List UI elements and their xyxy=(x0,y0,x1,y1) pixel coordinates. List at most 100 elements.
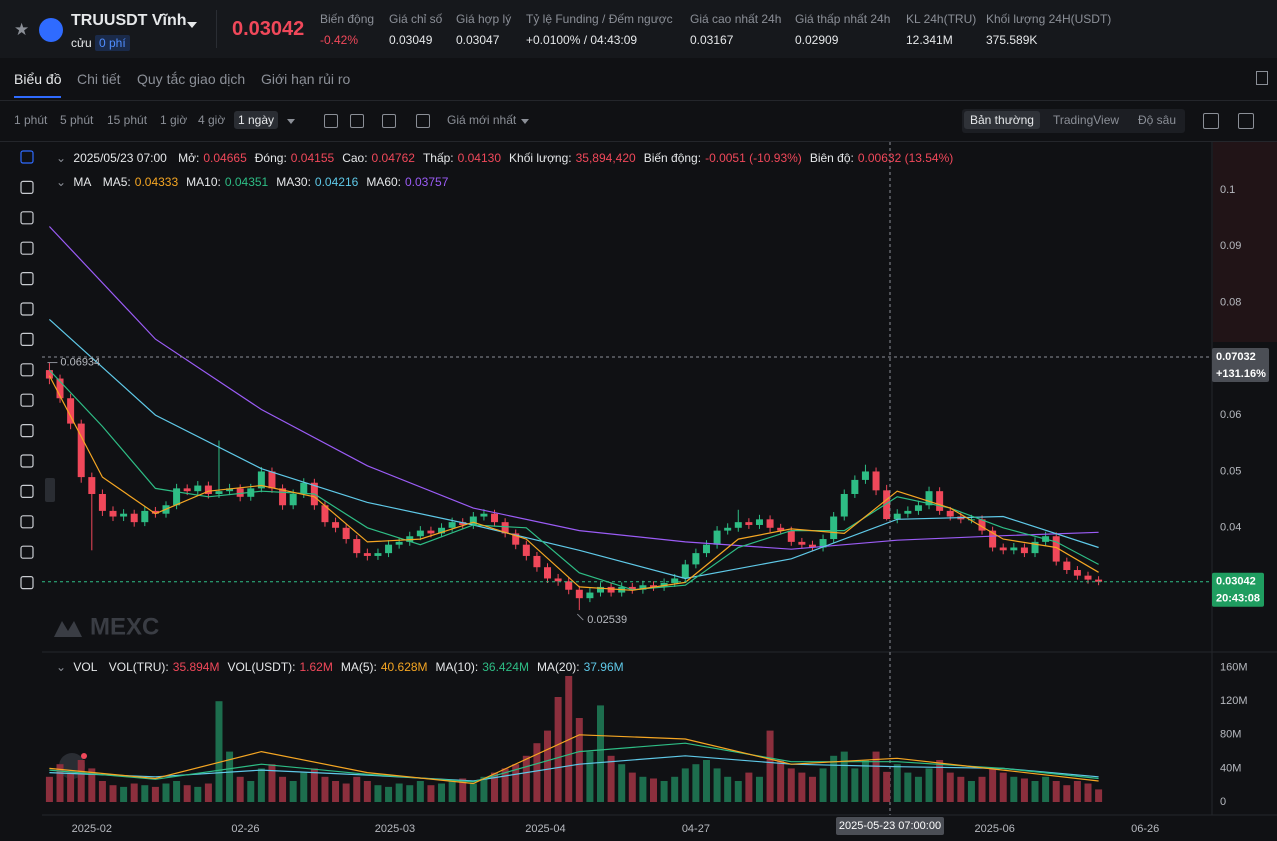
collapse-caret[interactable]: ⌄ xyxy=(56,175,67,189)
drawing-tool[interactable] xyxy=(20,515,34,529)
collapse-caret[interactable]: ⌄ xyxy=(56,660,67,674)
y-tick-label: 0.05 xyxy=(1220,465,1241,477)
info-value: 0.04130 xyxy=(457,151,502,165)
candle-body xyxy=(893,513,901,520)
drawing-tool[interactable] xyxy=(20,424,34,438)
interval-button[interactable]: 15 phút xyxy=(107,113,148,127)
price-type-caret[interactable] xyxy=(521,119,529,124)
drawing-tool[interactable] xyxy=(20,180,34,194)
volume-bar xyxy=(893,764,901,802)
tool-icon[interactable] xyxy=(350,114,364,128)
drawing-tool[interactable] xyxy=(20,545,34,559)
candle-body xyxy=(861,471,869,480)
panel-collapse[interactable] xyxy=(45,478,55,502)
drawing-tool[interactable] xyxy=(20,393,34,407)
tool-icon[interactable] xyxy=(416,114,430,128)
candle-body xyxy=(565,581,573,590)
volume-bar xyxy=(1010,776,1018,802)
interval-button[interactable]: 1 ngày xyxy=(234,111,279,129)
candle-body xyxy=(989,530,997,548)
tool-icon[interactable] xyxy=(1203,113,1219,129)
x-tick-label: 2025-06 xyxy=(975,823,1015,835)
volume-bar xyxy=(416,781,424,802)
view-button[interactable]: Độ sâu xyxy=(1138,113,1177,127)
stat-value: 0.02909 xyxy=(795,33,839,47)
volume-bar xyxy=(395,783,403,802)
tab[interactable]: Quy tắc giao dịch xyxy=(137,71,246,87)
interval-button[interactable]: 4 giờ xyxy=(198,113,226,127)
max-label: 0.06934 xyxy=(60,356,100,368)
candle-body xyxy=(77,423,85,478)
candle-body xyxy=(491,513,499,523)
legend-value: 35.894M xyxy=(172,660,220,674)
volume-bar xyxy=(1063,785,1071,802)
volume-bar xyxy=(98,781,106,802)
drawing-tool[interactable] xyxy=(20,484,34,498)
volume-bar xyxy=(745,772,753,802)
drawing-tool[interactable] xyxy=(20,575,34,590)
tab[interactable]: Chi tiết xyxy=(77,71,121,87)
expand-icon[interactable] xyxy=(1256,71,1268,85)
volume-bar xyxy=(914,776,922,802)
candle-body xyxy=(692,553,700,565)
symbol[interactable]: TRUUSDT Vĩnh xyxy=(71,12,187,29)
view-button[interactable]: TradingView xyxy=(1053,113,1120,127)
volume-bar xyxy=(671,776,679,802)
drawing-tool[interactable] xyxy=(20,454,34,468)
volume-bar xyxy=(77,760,85,802)
candle-body xyxy=(56,378,64,399)
drawing-tool[interactable] xyxy=(20,241,34,255)
volume-bar xyxy=(268,764,276,802)
volume-bar xyxy=(692,764,700,802)
volume-bar xyxy=(957,776,965,802)
symbol-dropdown[interactable] xyxy=(187,22,197,28)
price-type[interactable]: Giá mới nhất xyxy=(447,113,517,127)
volume-bar xyxy=(459,778,467,802)
candle-body xyxy=(999,547,1007,551)
legend-label: MA30: xyxy=(276,175,311,189)
legend-value: 0.04216 xyxy=(314,175,359,189)
tab[interactable]: Biểu đồ xyxy=(14,71,62,98)
y-tick-label: 0 xyxy=(1220,796,1226,808)
volume-bar xyxy=(1084,783,1092,802)
candle-body xyxy=(1095,579,1103,582)
volume-bar xyxy=(130,783,138,802)
drawing-tool[interactable] xyxy=(20,302,34,316)
favorite-star[interactable]: ★ xyxy=(14,20,30,39)
candle-body xyxy=(586,592,594,599)
drawing-tool[interactable] xyxy=(20,363,34,377)
candle-body xyxy=(872,471,880,491)
tool-icon[interactable] xyxy=(1238,113,1254,129)
interval-button[interactable]: 1 giờ xyxy=(160,113,188,127)
candle-body xyxy=(215,491,223,494)
interval-button[interactable]: 1 phút xyxy=(14,113,48,127)
header: ★ TRUUSDT Vĩnh cửu 0 phí 0.03042 Biến độ… xyxy=(0,0,1277,58)
volume-bar xyxy=(755,776,763,802)
volume-bar xyxy=(734,781,742,802)
x-tick-label: 06-26 xyxy=(1131,823,1159,835)
candle-body xyxy=(544,567,552,579)
interval-dropdown[interactable] xyxy=(287,119,295,124)
stat-value: 0.03167 xyxy=(690,33,734,47)
candle-body xyxy=(480,513,488,517)
volume-bar xyxy=(427,785,435,802)
drawing-tool[interactable] xyxy=(20,150,34,164)
interval-button[interactable]: 5 phút xyxy=(60,113,94,127)
volume-bar xyxy=(618,764,626,802)
volume-bar xyxy=(597,705,605,802)
candle-body xyxy=(469,516,477,525)
volume-bar xyxy=(353,776,361,802)
candle-body xyxy=(512,533,520,545)
tool-icon[interactable] xyxy=(324,114,338,128)
drawing-tool[interactable] xyxy=(20,272,34,286)
view-button[interactable]: Bản thường xyxy=(964,111,1040,129)
ma-line xyxy=(49,755,1099,782)
collapse-caret[interactable]: ⌄ xyxy=(56,151,67,165)
drawing-tool[interactable] xyxy=(20,332,34,346)
tool-icon[interactable] xyxy=(382,114,396,128)
tab[interactable]: Giới hạn rủi ro xyxy=(261,71,351,87)
drawing-tool[interactable] xyxy=(20,211,34,225)
volume-bar xyxy=(978,776,986,802)
candle-body xyxy=(173,488,181,506)
